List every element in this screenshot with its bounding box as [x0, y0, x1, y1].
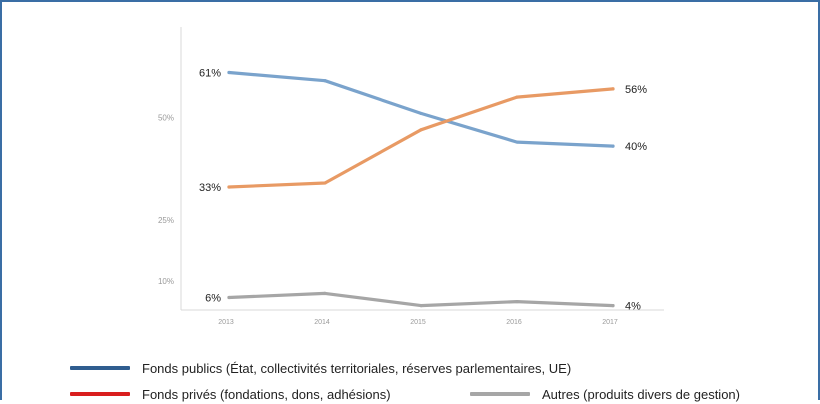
data-point-fonds-publics [515, 140, 519, 144]
data-point-fonds-publics [227, 70, 231, 75]
y-tick-label: 25% [158, 216, 174, 225]
data-point-fonds-prives [323, 181, 327, 185]
legend-label-fonds-publics: Fonds publics (État, collectivités terri… [142, 360, 572, 376]
data-labels: 61% 40% 33% 56% 6% 4% [199, 68, 647, 313]
legend-item-fonds-publics: Fonds publics (État, collectivités terri… [70, 358, 571, 378]
data-point-fonds-publics [419, 111, 423, 116]
data-label-end-autres: 4% [625, 301, 641, 313]
data-label-start-autres: 6% [205, 292, 221, 304]
data-point-autres [515, 299, 519, 304]
y-tick-labels: 10% 25% 50% [158, 114, 174, 287]
legend-label-autres: Autres (produits divers de gestion) [542, 386, 740, 402]
data-point-fonds-prives [515, 95, 519, 99]
y-tick-label: 10% [158, 277, 174, 286]
legend-label-fonds-prives: Fonds privés (fondations, dons, adhésion… [142, 386, 391, 402]
data-point-autres [323, 291, 327, 295]
x-tick-label: 2016 [506, 319, 522, 326]
data-point-fonds-publics [323, 79, 327, 83]
data-point-autres [419, 304, 423, 308]
series-line-fonds-prives [227, 87, 615, 189]
legend-swatch-fonds-publics [70, 366, 130, 370]
legend-item-fonds-prives: Fonds privés (fondations, dons, adhésion… [70, 384, 391, 404]
series-lines [227, 70, 615, 308]
data-label-end-fonds-publics: 40% [625, 141, 647, 153]
series-line-fonds-publics [227, 70, 615, 148]
data-point-fonds-prives [227, 185, 231, 189]
legend-item-autres: Autres (produits divers de gestion) [470, 384, 740, 404]
data-point-autres [611, 304, 615, 308]
data-label-start-fonds-prives: 33% [199, 182, 221, 194]
x-tick-label: 2014 [314, 319, 330, 326]
data-label-start-fonds-publics: 61% [199, 68, 221, 80]
x-tick-label: 2013 [218, 319, 234, 326]
x-tick-label: 2017 [602, 319, 618, 326]
data-point-fonds-prives [611, 87, 615, 91]
x-tick-label: 2015 [410, 319, 426, 326]
legend-swatch-fonds-prives [70, 392, 130, 396]
x-tick-labels: 2013 2014 2015 2016 2017 [218, 319, 618, 326]
y-tick-label: 50% [158, 114, 174, 123]
data-label-end-fonds-prives: 56% [625, 84, 647, 96]
data-point-fonds-publics [611, 144, 615, 148]
data-point-autres [227, 295, 231, 300]
legend-swatch-autres [470, 392, 530, 396]
series-line-autres [227, 291, 615, 308]
data-point-fonds-prives [419, 128, 423, 132]
